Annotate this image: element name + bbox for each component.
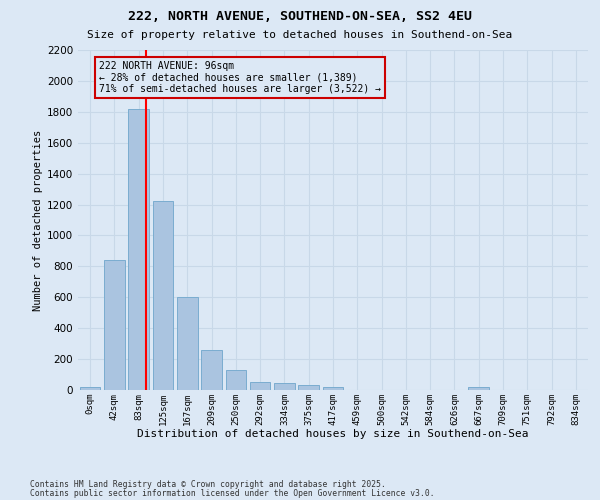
Bar [323,387,343,390]
Text: Contains public sector information licensed under the Open Government Licence v3: Contains public sector information licen… [30,488,434,498]
Bar [152,202,173,390]
Bar [298,386,319,390]
Text: Size of property relative to detached houses in Southend-on-Sea: Size of property relative to detached ho… [88,30,512,40]
Text: Contains HM Land Registry data © Crown copyright and database right 2025.: Contains HM Land Registry data © Crown c… [30,480,386,489]
Bar [250,382,271,390]
Bar [226,370,246,390]
Bar [274,383,295,390]
Text: 222 NORTH AVENUE: 96sqm
← 28% of detached houses are smaller (1,389)
71% of semi: 222 NORTH AVENUE: 96sqm ← 28% of detache… [100,61,382,94]
Bar [201,350,222,390]
Bar [469,387,489,390]
Bar [80,386,100,390]
X-axis label: Distribution of detached houses by size in Southend-on-Sea: Distribution of detached houses by size … [137,429,529,439]
Bar [104,260,125,390]
Text: 222, NORTH AVENUE, SOUTHEND-ON-SEA, SS2 4EU: 222, NORTH AVENUE, SOUTHEND-ON-SEA, SS2 … [128,10,472,23]
Bar [177,298,197,390]
Y-axis label: Number of detached properties: Number of detached properties [33,130,43,310]
Bar [128,108,149,390]
